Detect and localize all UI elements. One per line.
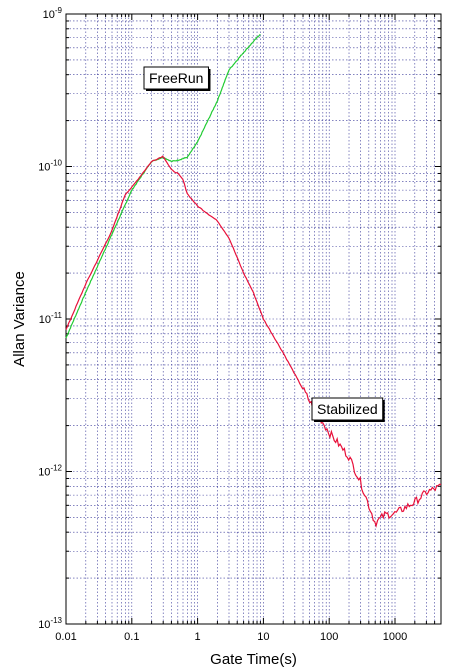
callout-freerun: FreeRun bbox=[143, 66, 211, 91]
x-axis-label: Gate Time(s) bbox=[210, 651, 297, 668]
y-tick-label: 10-10 bbox=[38, 159, 62, 174]
x-tick-labels: 0.01 0.1 1 10 100 1000 bbox=[55, 631, 407, 643]
grid bbox=[65, 13, 442, 625]
series-line-stabilized bbox=[65, 155, 442, 528]
callouts: FreeRun Stabilized bbox=[143, 66, 385, 422]
y-tick-labels: 10-9 10-10 10-11 10-12 10-13 bbox=[38, 6, 62, 631]
x-tick-label: 0.1 bbox=[124, 631, 139, 643]
tick-marks bbox=[65, 13, 442, 625]
y-tick-label: 10-12 bbox=[38, 464, 62, 479]
callout-label: Stabilized bbox=[317, 401, 378, 417]
series-lines bbox=[65, 33, 442, 528]
x-tick-label: 10 bbox=[257, 631, 269, 643]
x-tick-label: 0.01 bbox=[55, 631, 76, 643]
x-tick-label: 1 bbox=[195, 631, 201, 643]
y-tick-label: 10-9 bbox=[43, 6, 63, 21]
callout-stabilized: Stabilized bbox=[311, 397, 385, 422]
callout-label: FreeRun bbox=[149, 70, 203, 86]
callout-box bbox=[311, 397, 384, 421]
callout-box bbox=[143, 66, 209, 90]
y-axis-label: Allan Variance bbox=[11, 271, 28, 367]
y-tick-label: 10-13 bbox=[38, 616, 62, 631]
x-tick-label: 100 bbox=[320, 631, 338, 643]
y-tick-label: 10-11 bbox=[39, 311, 63, 326]
x-tick-label: 1000 bbox=[383, 631, 407, 643]
